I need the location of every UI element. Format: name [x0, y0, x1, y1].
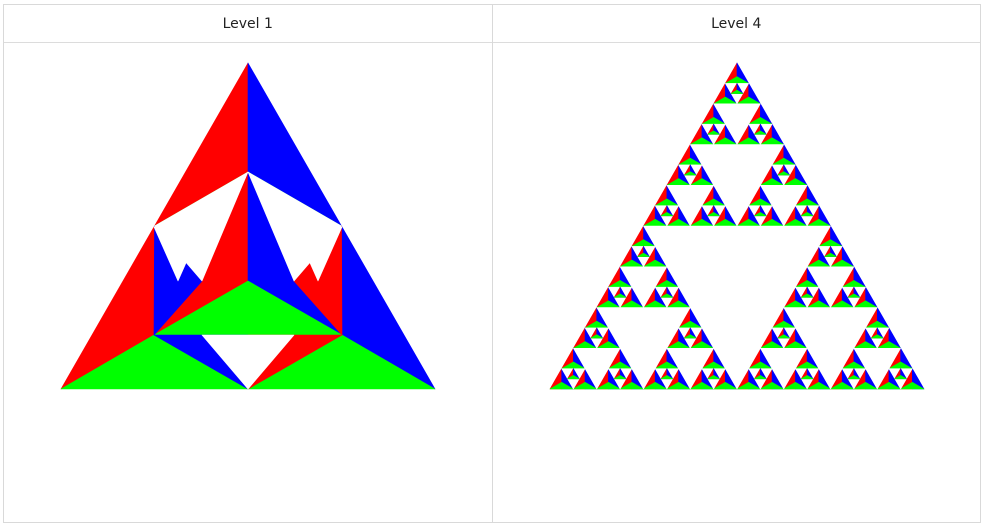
green-facet	[566, 375, 580, 380]
panel-level-4: Level 4	[491, 5, 981, 522]
green-facet	[782, 381, 807, 390]
green-facet	[777, 334, 790, 339]
hole	[759, 347, 807, 390]
hole	[293, 226, 343, 282]
green-facet	[572, 381, 597, 390]
green-facet	[613, 293, 626, 298]
panel-title: Level 4	[492, 5, 980, 43]
panel-level-1: Level 1	[4, 5, 492, 522]
green-facet	[736, 381, 761, 390]
fractal-level-4	[549, 62, 924, 390]
fractal-grid: Level 1 Level 4	[3, 4, 981, 523]
hole	[666, 347, 714, 390]
hole	[853, 347, 901, 390]
hole	[201, 334, 295, 390]
green-facet	[829, 381, 854, 390]
green-facet	[853, 381, 878, 390]
green-facet	[595, 381, 620, 390]
green-facet	[549, 381, 574, 390]
green-facet	[753, 130, 767, 135]
panel-body	[4, 43, 492, 522]
green-facet	[666, 381, 691, 390]
green-facet	[800, 212, 813, 217]
hole	[642, 225, 831, 390]
green-facet	[753, 212, 767, 217]
hole	[666, 184, 714, 227]
green-facet	[712, 381, 737, 390]
green-facet	[660, 212, 673, 217]
green-facet	[777, 171, 790, 176]
green-facet	[689, 381, 714, 390]
fractal-level-1	[60, 62, 436, 390]
hole	[782, 307, 878, 390]
green-facet	[800, 293, 813, 298]
panel-title: Level 1	[4, 5, 492, 43]
hole	[153, 226, 203, 282]
hole	[572, 347, 620, 390]
green-facet	[870, 334, 883, 339]
green-facet	[753, 375, 767, 380]
green-facet	[759, 381, 784, 390]
hole	[712, 103, 761, 145]
hole	[619, 266, 667, 308]
green-facet	[806, 381, 831, 390]
green-facet	[619, 381, 644, 390]
green-facet	[800, 375, 813, 380]
green-facet	[847, 375, 860, 380]
green-facet	[899, 381, 924, 390]
green-facet	[683, 334, 696, 339]
panel-body	[493, 43, 981, 522]
green-facet	[706, 212, 720, 217]
green-facet	[706, 375, 720, 380]
green-facet	[730, 89, 743, 94]
hole	[595, 307, 691, 390]
green-facet	[590, 334, 603, 339]
green-facet	[893, 375, 907, 380]
green-facet	[706, 130, 720, 135]
green-facet	[847, 293, 860, 298]
green-facet	[636, 252, 650, 257]
green-facet	[642, 381, 667, 390]
green-facet	[823, 252, 837, 257]
green-facet	[660, 375, 673, 380]
green-facet	[876, 381, 901, 390]
green-facet	[683, 171, 696, 176]
hole	[759, 184, 807, 227]
green-facet	[613, 375, 626, 380]
green-facet	[660, 293, 673, 298]
hole	[689, 144, 784, 227]
hole	[806, 266, 854, 308]
